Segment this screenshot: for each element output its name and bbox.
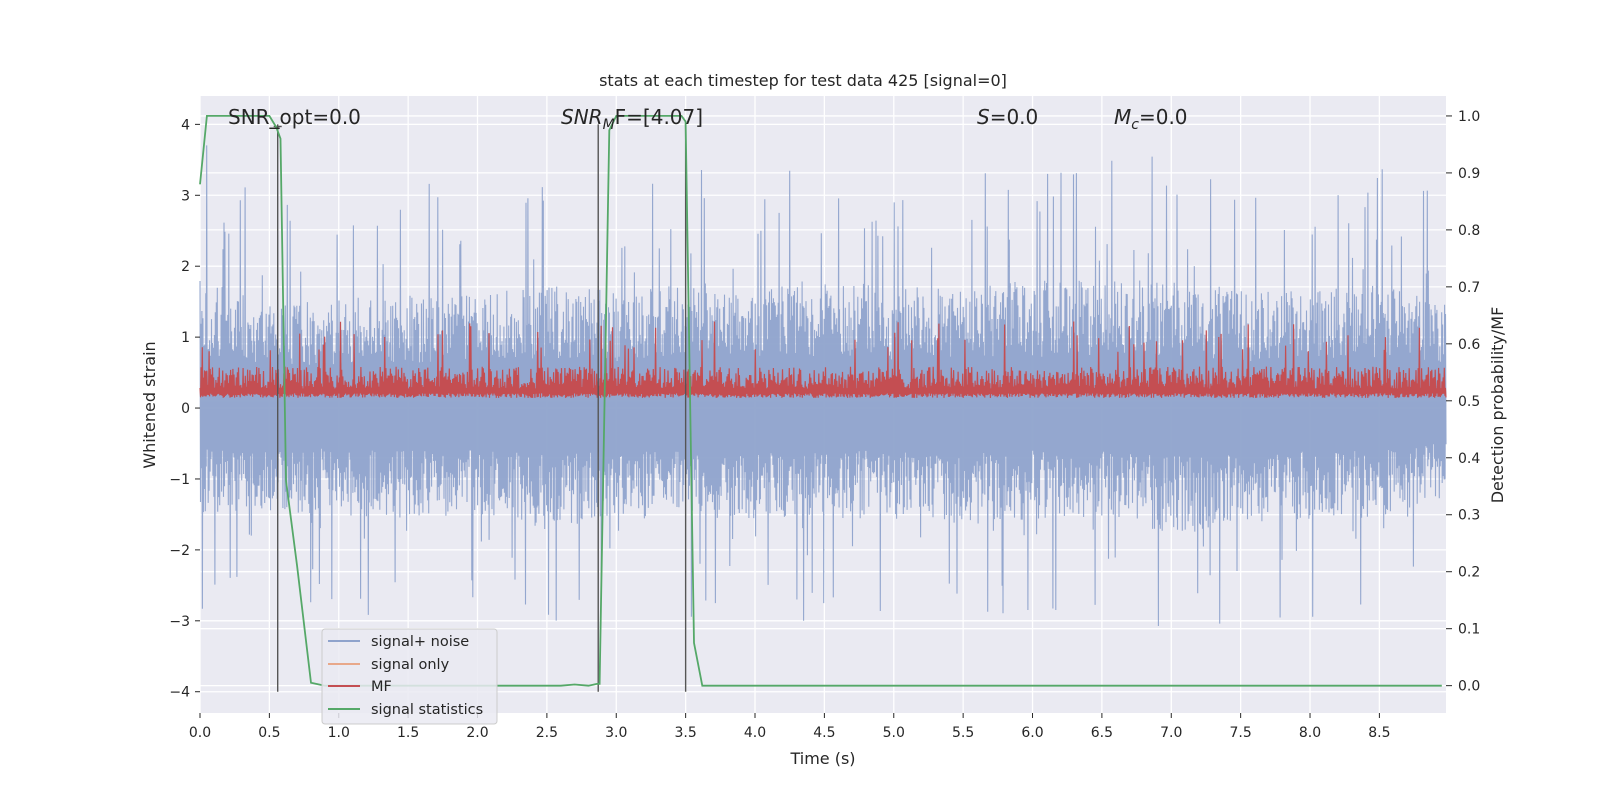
legend-box: [321, 628, 498, 725]
signal-statistics-series: [199, 115, 1442, 687]
snr-mf-sub: M: [603, 117, 615, 133]
x-tick-label: 3.0: [605, 725, 627, 741]
mf-line: [199, 321, 1447, 398]
x-tick-label: 8.5: [1368, 725, 1390, 741]
y-tick-label: −3: [169, 614, 190, 630]
snr-mf-rest: F=[4.07]: [615, 105, 703, 129]
x-tick-label: 1.0: [328, 725, 350, 741]
x-tick-label: 2.0: [466, 725, 488, 741]
mf-series: [199, 321, 1447, 398]
mc-symbol: M: [1114, 105, 1131, 129]
y-tick-label: −4: [169, 685, 190, 701]
s-value: =0.0: [990, 105, 1039, 129]
y2-tick-label: 0.7: [1458, 280, 1480, 296]
y-tick-label: 4: [181, 117, 190, 133]
legend-label-signal-only: signal only: [371, 657, 450, 673]
y2-tick-label: 0.5: [1458, 394, 1480, 410]
x-tick-label: 2.5: [536, 725, 558, 741]
x-tick-label: 1.5: [397, 725, 419, 741]
snr-opt-value: 0.0: [329, 105, 361, 129]
y-tick-label: −2: [169, 543, 190, 559]
y-tick-label: 1: [181, 330, 190, 346]
y2-tick-label: 0.1: [1458, 622, 1480, 638]
y2-tick-label: 0.8: [1458, 223, 1480, 239]
legend-label-signal-noise: signal+ noise: [371, 634, 469, 650]
x-tick-label: 0.5: [258, 725, 280, 741]
y2-tick-label: 0.3: [1458, 508, 1480, 524]
y-axis-label: Whitened strain: [140, 341, 159, 468]
mc-value: =0.0: [1139, 105, 1188, 129]
x-tick-label: 5.5: [952, 725, 974, 741]
y-tick-label: 0: [181, 401, 190, 417]
y2-tick-label: 0.9: [1458, 166, 1480, 182]
mc-sub: c: [1131, 117, 1139, 133]
x-tick-label: 8.0: [1299, 725, 1321, 741]
legend: signal+ noise signal only MF signal stat…: [321, 628, 498, 725]
x-tick-label: 4.0: [744, 725, 766, 741]
signal-statistics-line: [199, 115, 1442, 687]
x-tick-label: 3.5: [675, 725, 697, 741]
x-tick-label: 6.5: [1091, 725, 1113, 741]
y-tick-label: 3: [181, 188, 190, 204]
snr-mf-annotation: SNRMF=[4.07]: [561, 105, 703, 133]
y-tick-label: 2: [181, 259, 190, 275]
x-tick-label: 4.5: [813, 725, 835, 741]
mc-annotation: Mc=0.0: [1114, 105, 1188, 133]
x-tick-label: 7.5: [1230, 725, 1252, 741]
s-annotation: S=0.0: [977, 105, 1038, 129]
x-tick-label: 7.0: [1160, 725, 1182, 741]
s-symbol: S: [977, 105, 990, 129]
y2-tick-label: 0.2: [1458, 565, 1480, 581]
chart-title: stats at each timestep for test data 425…: [599, 71, 1007, 90]
y-tick-label: −1: [169, 472, 190, 488]
y2-tick-label: 0.0: [1458, 679, 1480, 695]
y2-tick-label: 0.4: [1458, 451, 1480, 467]
axes-labels: 0.0 0.5 1.0 1.5 2.0 2.5 3.0 3.5 4.0 4.5 5.0 5.5 6.0 6…: [169, 109, 1480, 741]
y2-axis-label: Detection probability/MF: [1488, 307, 1507, 504]
x-tick-label: 6.0: [1021, 725, 1043, 741]
vertical-lines: [273, 124, 687, 692]
snr-opt-annotation: SNR_opt=0.0: [228, 105, 361, 129]
legend-label-signal-statistics: signal statistics: [371, 702, 483, 718]
legend-label-mf: MF: [371, 679, 392, 695]
y2-tick-label: 0.6: [1458, 337, 1480, 353]
snr-opt-prefix: SNR_opt=: [228, 105, 329, 129]
y2-tick-label: 1.0: [1458, 109, 1480, 125]
x-axis-label: Time (s): [789, 749, 855, 768]
x-tick-label: 5.0: [883, 725, 905, 741]
x-tick-label: 0.0: [189, 725, 211, 741]
snr-mf-symbol: SNR: [561, 105, 603, 129]
